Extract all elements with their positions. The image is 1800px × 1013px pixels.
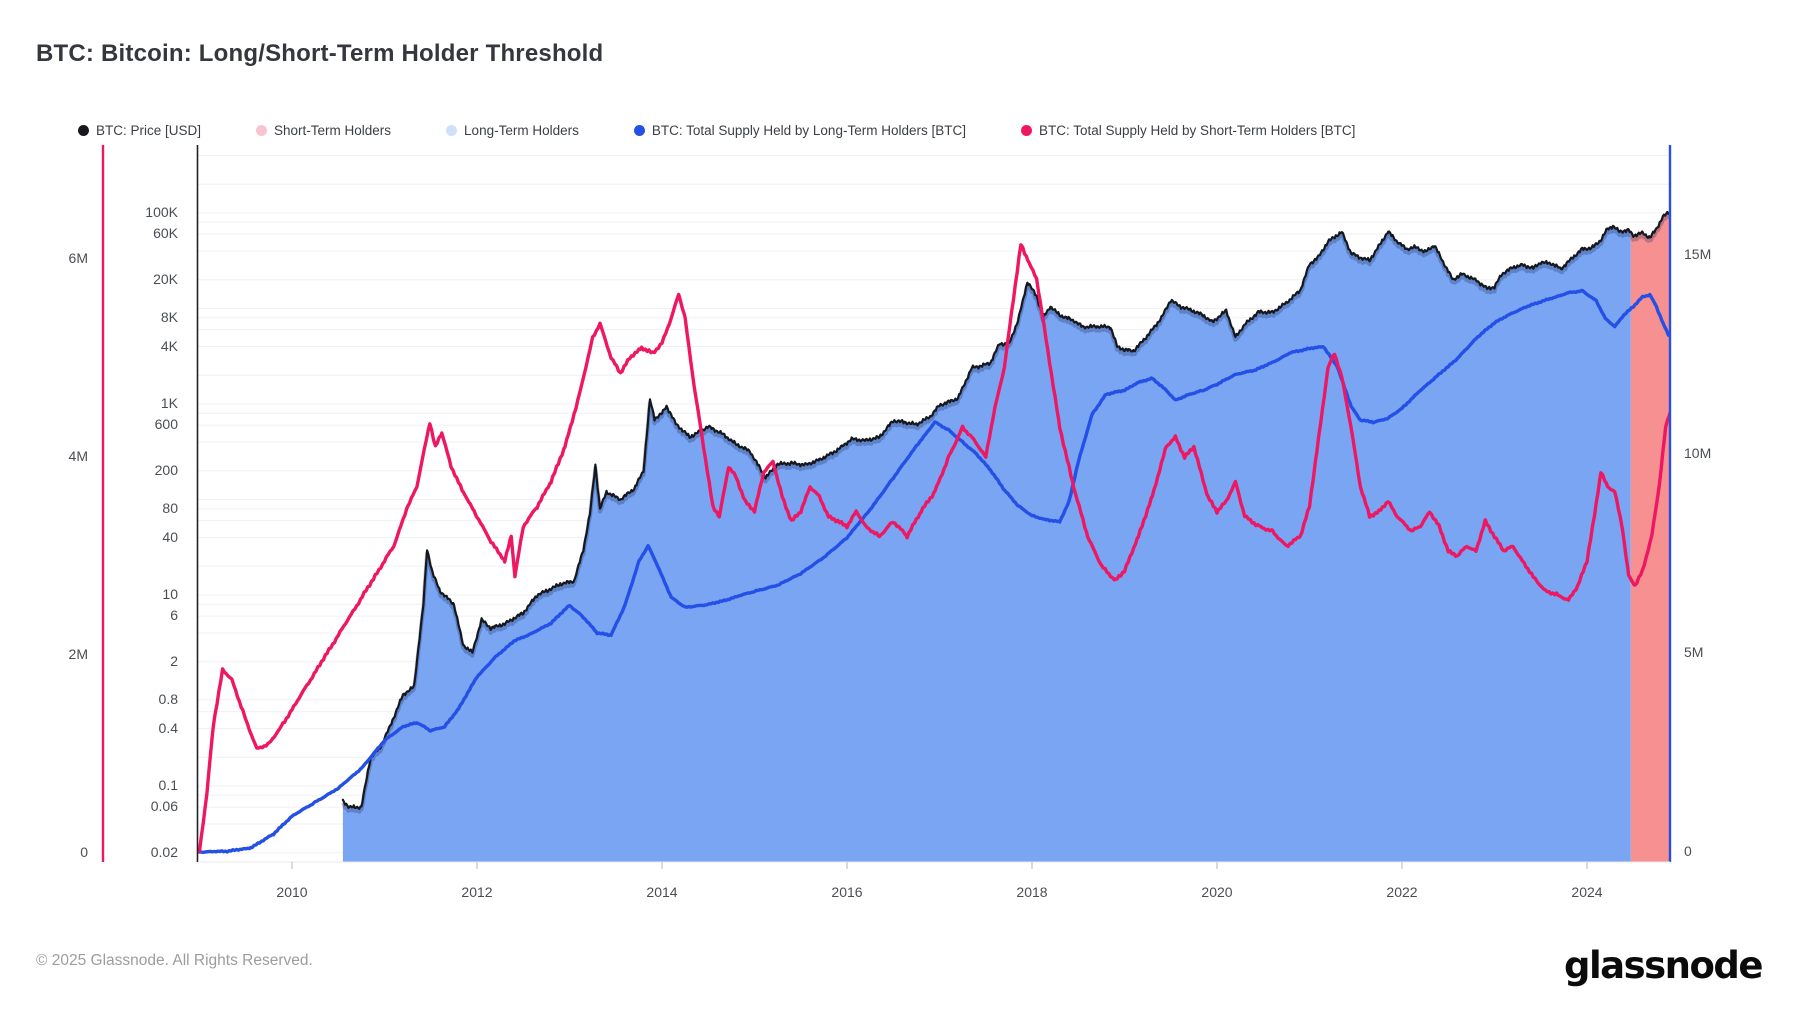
price-axis-tick: 10 bbox=[162, 586, 178, 602]
price-axis-tick: 20K bbox=[153, 270, 178, 287]
x-axis-tick: 2020 bbox=[1201, 884, 1233, 900]
x-axis-tick: 2024 bbox=[1571, 884, 1603, 900]
chart-legend: BTC: Price [USD] Short-Term Holders Long-T… bbox=[78, 123, 1355, 138]
legend-dot-icon bbox=[256, 125, 268, 136]
price-axis-tick: 4K bbox=[160, 337, 178, 354]
price-axis-tick: 1K bbox=[160, 395, 178, 411]
legend-label: BTC: Total Supply Held by Short-Term Hol… bbox=[1038, 123, 1356, 138]
copyright-text: © 2025 Glassnode. All Rights Reserved. bbox=[36, 952, 313, 969]
legend-label: BTC: Total Supply Held by Long-Term Hold… bbox=[651, 123, 966, 138]
legend-item-0[interactable]: BTC: Price [USD] bbox=[78, 123, 201, 138]
price-axis-tick: 0.1 bbox=[158, 777, 178, 793]
sth-axis-tick: 6M bbox=[68, 250, 88, 266]
price-axis-tick: 8K bbox=[160, 308, 178, 325]
legend-label: Short-Term Holders bbox=[274, 123, 392, 138]
series-lines bbox=[198, 210, 1670, 855]
x-axis-tick: 2018 bbox=[1016, 884, 1048, 900]
lth-axis-tick: 15M bbox=[1684, 246, 1712, 262]
x-axis-tick: 2016 bbox=[831, 884, 863, 900]
lth-axis-tick: 10M bbox=[1684, 445, 1712, 461]
lth-axis-tick: 5M bbox=[1684, 644, 1704, 660]
sth-axis-tick: 2M bbox=[68, 646, 88, 662]
x-axis-tick: 2022 bbox=[1386, 884, 1418, 900]
glassnode-logo[interactable]: glassnode bbox=[1563, 944, 1764, 987]
price-axis-tick: 0.02 bbox=[150, 843, 178, 860]
legend-item-2[interactable]: Long-Term Holders bbox=[446, 123, 579, 138]
price-axis-tick: 60K bbox=[153, 225, 178, 242]
legend-dot-icon bbox=[633, 125, 645, 136]
x-axis-tick: 2010 bbox=[276, 884, 308, 900]
price-axis-tick: 40 bbox=[162, 528, 178, 545]
price-axis-tick: 80 bbox=[162, 499, 178, 516]
legend-dot-icon bbox=[1020, 125, 1032, 136]
legend-dot-icon bbox=[78, 125, 89, 136]
threshold-fills bbox=[342, 212, 1670, 862]
legend-dot-icon bbox=[446, 125, 458, 136]
price-axis-tick: 600 bbox=[154, 416, 178, 433]
page-title: BTC: Bitcoin: Long/Short-Term Holder Thr… bbox=[36, 40, 604, 67]
lth-axis-tick: 0 bbox=[1684, 843, 1692, 859]
price-axis-tick: 6 bbox=[170, 607, 178, 624]
legend-label: Long-Term Holders bbox=[464, 123, 579, 138]
price-axis-tick: 0.8 bbox=[158, 690, 178, 707]
price-axis-tick: 200 bbox=[154, 461, 178, 478]
legend-item-4[interactable]: BTC: Total Supply Held by Short-Term Hol… bbox=[1020, 123, 1356, 138]
price-axis-tick: 0.4 bbox=[158, 719, 178, 736]
price-axis-tick: 2 bbox=[170, 652, 178, 669]
price-axis-tick: 100K bbox=[145, 204, 178, 220]
legend-item-3[interactable]: BTC: Total Supply Held by Long-Term Hold… bbox=[633, 123, 966, 138]
legend-item-1[interactable]: Short-Term Holders bbox=[256, 123, 391, 138]
sth-axis-tick: 0 bbox=[80, 844, 88, 860]
price-axis-tick: 0.06 bbox=[150, 798, 178, 815]
legend-label: BTC: Price [USD] bbox=[96, 123, 202, 138]
sth-axis-tick: 4M bbox=[68, 448, 88, 464]
x-axis-tick: 2014 bbox=[646, 884, 678, 900]
x-axis-tick: 2012 bbox=[461, 884, 493, 900]
